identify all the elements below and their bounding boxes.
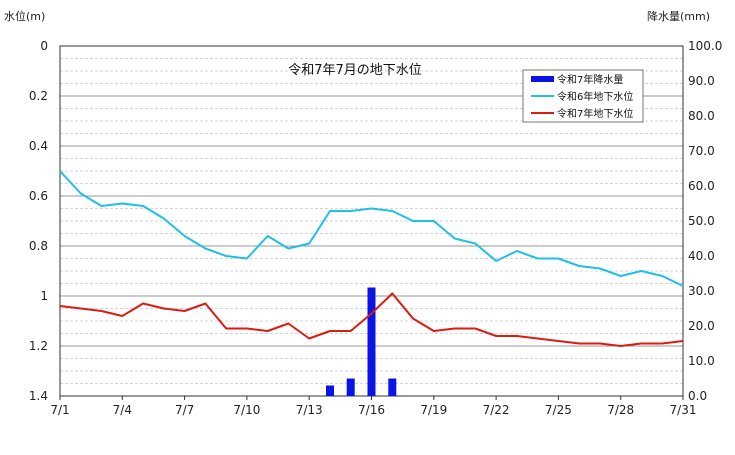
y-left-tick-label: 0.2: [29, 89, 48, 103]
x-tick-label: 7/1: [50, 403, 69, 417]
precipitation-bar: [346, 378, 355, 396]
y-left-tick-label: 1.4: [29, 389, 48, 403]
y-right-tick-label: 10.0: [688, 354, 715, 368]
legend-label-r6-level: 令和6年地下水位: [557, 90, 633, 103]
x-tick-label: 7/16: [358, 403, 385, 417]
r7-water-level-line: [59, 292, 684, 347]
precipitation-bars: [326, 287, 397, 396]
axis-ticks: 0 0.2 0.4 0.6 0.8 1 1.2 1.4 0.0 10.0 20.0 30.0 40.0 5…: [29, 39, 722, 417]
y-right-tick-label: 30.0: [688, 284, 715, 298]
y-right-tick-label: 100.0: [688, 39, 722, 53]
water-level-lines: [59, 170, 684, 347]
y-left-tick-label: 0.6: [29, 189, 48, 203]
y-right-tick-label: 0.0: [688, 389, 707, 403]
y-right-tick-label: 80.0: [688, 109, 715, 123]
x-tick-label: 7/4: [113, 403, 132, 417]
y-right-axis-title: 降水量(mm): [647, 9, 710, 23]
legend-swatch-precipitation: [531, 76, 554, 82]
precipitation-bar: [367, 287, 376, 396]
legend-label-r7-level: 令和7年地下水位: [557, 107, 633, 120]
chart-title: 令和7年7月の地下水位: [288, 63, 422, 78]
precipitation-bar: [388, 378, 397, 396]
y-left-tick-label: 0.4: [29, 139, 48, 153]
y-right-tick-label: 70.0: [688, 144, 715, 158]
y-right-tick-label: 40.0: [688, 249, 715, 263]
x-tick-label: 7/7: [175, 403, 194, 417]
y-left-tick-label: 0: [40, 39, 48, 53]
x-tick-label: 7/19: [420, 403, 447, 417]
x-tick-label: 7/22: [483, 403, 510, 417]
r6-water-level-line: [59, 170, 684, 287]
y-left-axis-title: 水位(m): [4, 9, 45, 23]
x-tick-label: 7/10: [233, 403, 260, 417]
legend-label-precipitation: 令和7年降水量: [557, 73, 623, 86]
y-right-tick-label: 90.0: [688, 74, 715, 88]
y-left-tick-label: 0.8: [29, 239, 48, 253]
x-tick-label: 7/28: [607, 403, 634, 417]
legend: 令和7年降水量 令和6年地下水位 令和7年地下水位: [522, 69, 644, 123]
precipitation-bar: [326, 385, 334, 396]
x-tick-label: 7/25: [545, 403, 572, 417]
y-right-tick-label: 60.0: [688, 179, 715, 193]
x-tick-label: 7/13: [296, 403, 323, 417]
y-right-tick-label: 20.0: [688, 319, 715, 333]
x-tick-label: 7/31: [670, 403, 697, 417]
y-left-tick-label: 1: [40, 289, 48, 303]
y-right-tick-label: 50.0: [688, 214, 715, 228]
y-left-tick-label: 1.2: [29, 339, 48, 353]
